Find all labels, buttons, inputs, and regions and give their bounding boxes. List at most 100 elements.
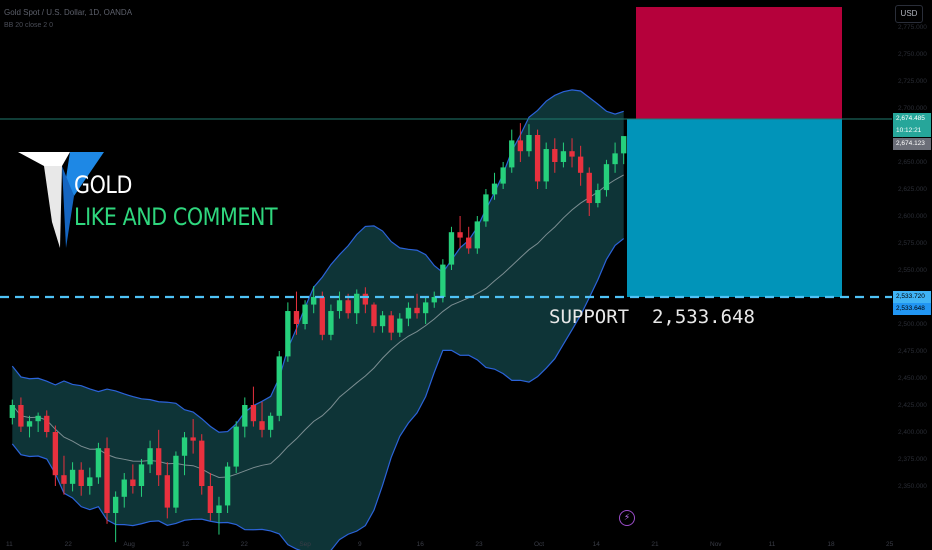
candle-body [44,415,50,432]
candle [78,462,84,496]
candle-body [509,140,515,168]
candle [414,293,420,319]
candle [371,302,377,333]
candle [509,129,515,173]
candle-body [207,486,214,513]
candle-body [164,475,170,508]
candle [457,216,463,249]
y-tick-label: 2,575.000 [898,240,927,247]
logo-bar [18,152,70,166]
y-tick-label: 2,625.000 [898,186,927,193]
candle-body [405,307,412,319]
candle [35,412,41,432]
candle-body [121,479,127,497]
candle-body [181,437,188,456]
candle-body [397,318,403,333]
candle-body [448,232,455,265]
candle-body [483,194,489,222]
x-axis: 2,350.000 2,375.000 2,400.000 2,425.000 2,45… [6,24,927,548]
candle-body [147,448,153,465]
overlay-subtitle: LIKE AND COMMENT [74,203,278,231]
candle-body [371,304,377,327]
candle-body [543,149,549,182]
candle [397,313,403,337]
candle-body [216,505,222,513]
candle [138,459,145,497]
x-tick-label: Sep [299,541,311,548]
candle [242,397,248,438]
candle [336,291,343,319]
x-tick-label: 11 [769,541,776,548]
candle [517,123,524,162]
prev-close-tag: 2,674.123 [893,138,931,150]
candle-body [104,448,110,513]
candle-body [552,149,558,162]
candle-body [388,315,394,333]
bollinger-band [11,89,625,550]
candle [276,351,282,422]
indicator-legend[interactable]: BB 20 close 2 0 [4,22,54,29]
x-tick-label: 18 [827,541,835,548]
candle [534,129,541,189]
candle [621,136,627,165]
candle [440,259,446,303]
candle [164,462,170,519]
y-tick-label: 2,500.000 [898,321,927,328]
candle-body [569,151,575,157]
candle [121,473,127,508]
long-position-tool[interactable] [627,7,842,297]
candle-body [612,153,618,165]
candle-body [112,496,119,513]
candle [147,440,153,474]
candle [130,464,136,494]
x-tick-label: 22 [241,541,249,548]
candle [543,142,549,189]
lightning-icon[interactable]: ⚡ [619,510,635,526]
candle [603,159,610,197]
currency-button[interactable]: USD [895,5,923,23]
candle [569,138,575,168]
current-price-tag: 2,674.485 [893,113,931,125]
candle [259,401,265,438]
candle [250,386,257,427]
candle [577,145,584,186]
candle [216,496,222,535]
candle-body [466,237,472,249]
candle-body [560,151,567,162]
candle [18,397,24,432]
candle-body [354,293,360,314]
candle [285,302,291,362]
candle [474,216,480,254]
target-zone [636,7,842,119]
candle [405,302,412,327]
upper-band-line [11,89,624,433]
candle [388,311,394,341]
candle-body [526,135,532,152]
candle [552,138,558,173]
candle [224,462,231,513]
candle-body [95,448,102,478]
candle [181,432,188,476]
candle [44,410,50,438]
candle-body [500,167,506,184]
candle-body [302,304,308,324]
candle [595,183,601,208]
y-tick-label: 2,350.000 [898,483,927,490]
candle-body [35,415,41,422]
candle [87,467,93,495]
candle-body [345,300,351,314]
candle-body [224,466,231,506]
x-tick-label: Oct [534,541,544,548]
candle-body [517,140,524,152]
symbol-title[interactable]: Gold Spot / U.S. Dollar, 1D, OANDA [4,8,133,17]
candle [9,399,15,425]
y-tick-label: 2,400.000 [898,429,927,436]
logo-stem [44,166,62,248]
candle-body [440,264,446,297]
candle [422,297,429,324]
candle [173,451,179,513]
x-tick-label: Nov [710,541,722,548]
candle [95,442,102,484]
candle-body [130,479,136,486]
